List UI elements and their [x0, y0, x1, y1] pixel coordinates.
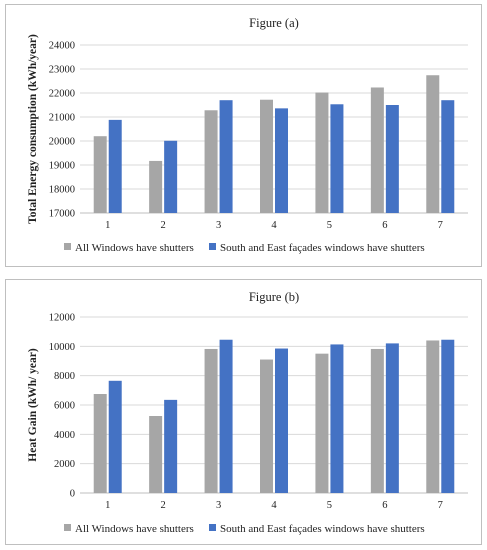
- chart-a-y-tick-label: 18000: [49, 185, 75, 196]
- chart-b-bar-s2-7: [441, 339, 455, 493]
- chart-a-y-tick-label: 20000: [49, 137, 75, 148]
- chart-b-x-tick-label: 4: [271, 500, 277, 511]
- chart-b-bar-s1-7: [426, 340, 440, 493]
- chart-b-y-tick-label: 2000: [54, 459, 75, 470]
- chart-b-bar-s1-1: [93, 394, 107, 493]
- chart-a-x-tick-label: 7: [438, 220, 443, 231]
- chart-b-bar-s2-2: [164, 399, 178, 493]
- chart-a-legend-swatch-2: [209, 243, 216, 250]
- chart-a-bar-s2-4: [275, 108, 288, 213]
- chart-a-bar-s2-1: [108, 119, 122, 213]
- chart-a-x-tick-label: 5: [327, 220, 332, 231]
- chart-a-x-tick-label: 1: [105, 220, 110, 231]
- chart-b-y-tick-label: 10000: [49, 342, 75, 353]
- chart-b-bar-s2-3: [219, 339, 233, 493]
- chart-panel-a: Figure (a) 17000 18000 19000 20000 21000 22000…: [5, 4, 482, 267]
- chart-a-bar-s2-7: [441, 100, 455, 213]
- chart-a-title: Figure (a): [249, 16, 299, 30]
- chart-a-y-tick-label: 21000: [49, 113, 75, 124]
- chart-b-legend-swatch-2: [209, 524, 216, 531]
- chart-a-bar-s2-6: [385, 105, 399, 213]
- chart-a-y-tick-label: 22000: [49, 89, 75, 100]
- chart-a-x-tick-label: 6: [382, 220, 387, 231]
- chart-b-x-tick-label: 1: [105, 500, 110, 511]
- chart-b-x-tick-label: 5: [327, 500, 332, 511]
- chart-a-y-tick-label: 17000: [49, 209, 75, 220]
- chart-a-x-tick-label: 2: [161, 220, 166, 231]
- chart-b-svg: Figure (b) 0 2000 4000 6000 8000 10000 12000 Hea…: [27, 290, 468, 535]
- chart-a-x-tick-label: 4: [271, 220, 277, 231]
- chart-b-bar-s1-6: [370, 348, 384, 493]
- chart-b-x-tick-label: 6: [382, 500, 387, 511]
- chart-b-y-tick-label: 0: [70, 489, 75, 500]
- chart-a-bar-s1-4: [260, 99, 273, 213]
- chart-a-legend-label-1: All Windows have shutters: [75, 242, 194, 254]
- chart-a-bar-s1-5: [315, 92, 329, 213]
- chart-a-bar-s1-1: [93, 136, 107, 213]
- chart-b-y-tick-label: 12000: [49, 313, 75, 324]
- chart-a-y-tick-label: 23000: [49, 65, 75, 76]
- chart-b-bar-s2-1: [108, 380, 122, 493]
- chart-a-bar-s1-3: [204, 110, 218, 213]
- chart-b-y-tick-label: 4000: [54, 430, 75, 441]
- chart-a-bar-s1-6: [370, 87, 384, 213]
- chart-b-x-tick-label: 2: [161, 500, 166, 511]
- chart-b-bar-s2-4: [275, 348, 288, 493]
- chart-b-x-tick-label: 7: [438, 500, 443, 511]
- chart-a-legend-swatch-1: [64, 243, 71, 250]
- chart-b-legend-swatch-1: [64, 524, 71, 531]
- chart-b-bar-s2-6: [385, 343, 399, 493]
- chart-b-legend-label-2: South and East façades windows have shut…: [220, 523, 425, 535]
- chart-a-x-tick-label: 3: [216, 220, 221, 231]
- chart-a-y-tick-label: 19000: [49, 161, 75, 172]
- chart-b-y-axis-label: Heat Gain (kWh/ year): [27, 348, 39, 462]
- chart-a-bar-s2-3: [219, 100, 233, 213]
- chart-b-bar-s1-5: [315, 353, 329, 493]
- chart-b-bar-s1-4: [260, 359, 273, 493]
- chart-a-bar-s2-2: [164, 140, 178, 213]
- chart-b-bar-s1-2: [149, 416, 163, 493]
- chart-b-bar-s2-5: [330, 344, 344, 493]
- chart-a-bar-s1-7: [426, 75, 440, 214]
- chart-panel-b: Figure (b) 0 2000 4000 6000 8000 10000 12000 Hea…: [5, 279, 482, 545]
- chart-a-bar-s1-2: [149, 160, 163, 213]
- chart-a-bar-s2-5: [330, 104, 344, 213]
- chart-b-bar-s1-3: [204, 348, 218, 493]
- chart-a-legend-label-2: South and East façades windows have shut…: [220, 242, 425, 254]
- chart-a-y-tick-label: 24000: [49, 41, 75, 52]
- chart-b-y-tick-label: 8000: [54, 371, 75, 382]
- chart-b-x-tick-label: 3: [216, 500, 221, 511]
- chart-b-title: Figure (b): [249, 290, 299, 304]
- chart-a-y-axis-label: Total Energy consumption (kWh/year): [27, 34, 39, 224]
- chart-a-svg: Figure (a) 17000 18000 19000 20000 21000 22000…: [27, 16, 468, 254]
- chart-b-y-tick-label: 6000: [54, 401, 75, 412]
- chart-b-legend-label-1: All Windows have shutters: [75, 523, 194, 535]
